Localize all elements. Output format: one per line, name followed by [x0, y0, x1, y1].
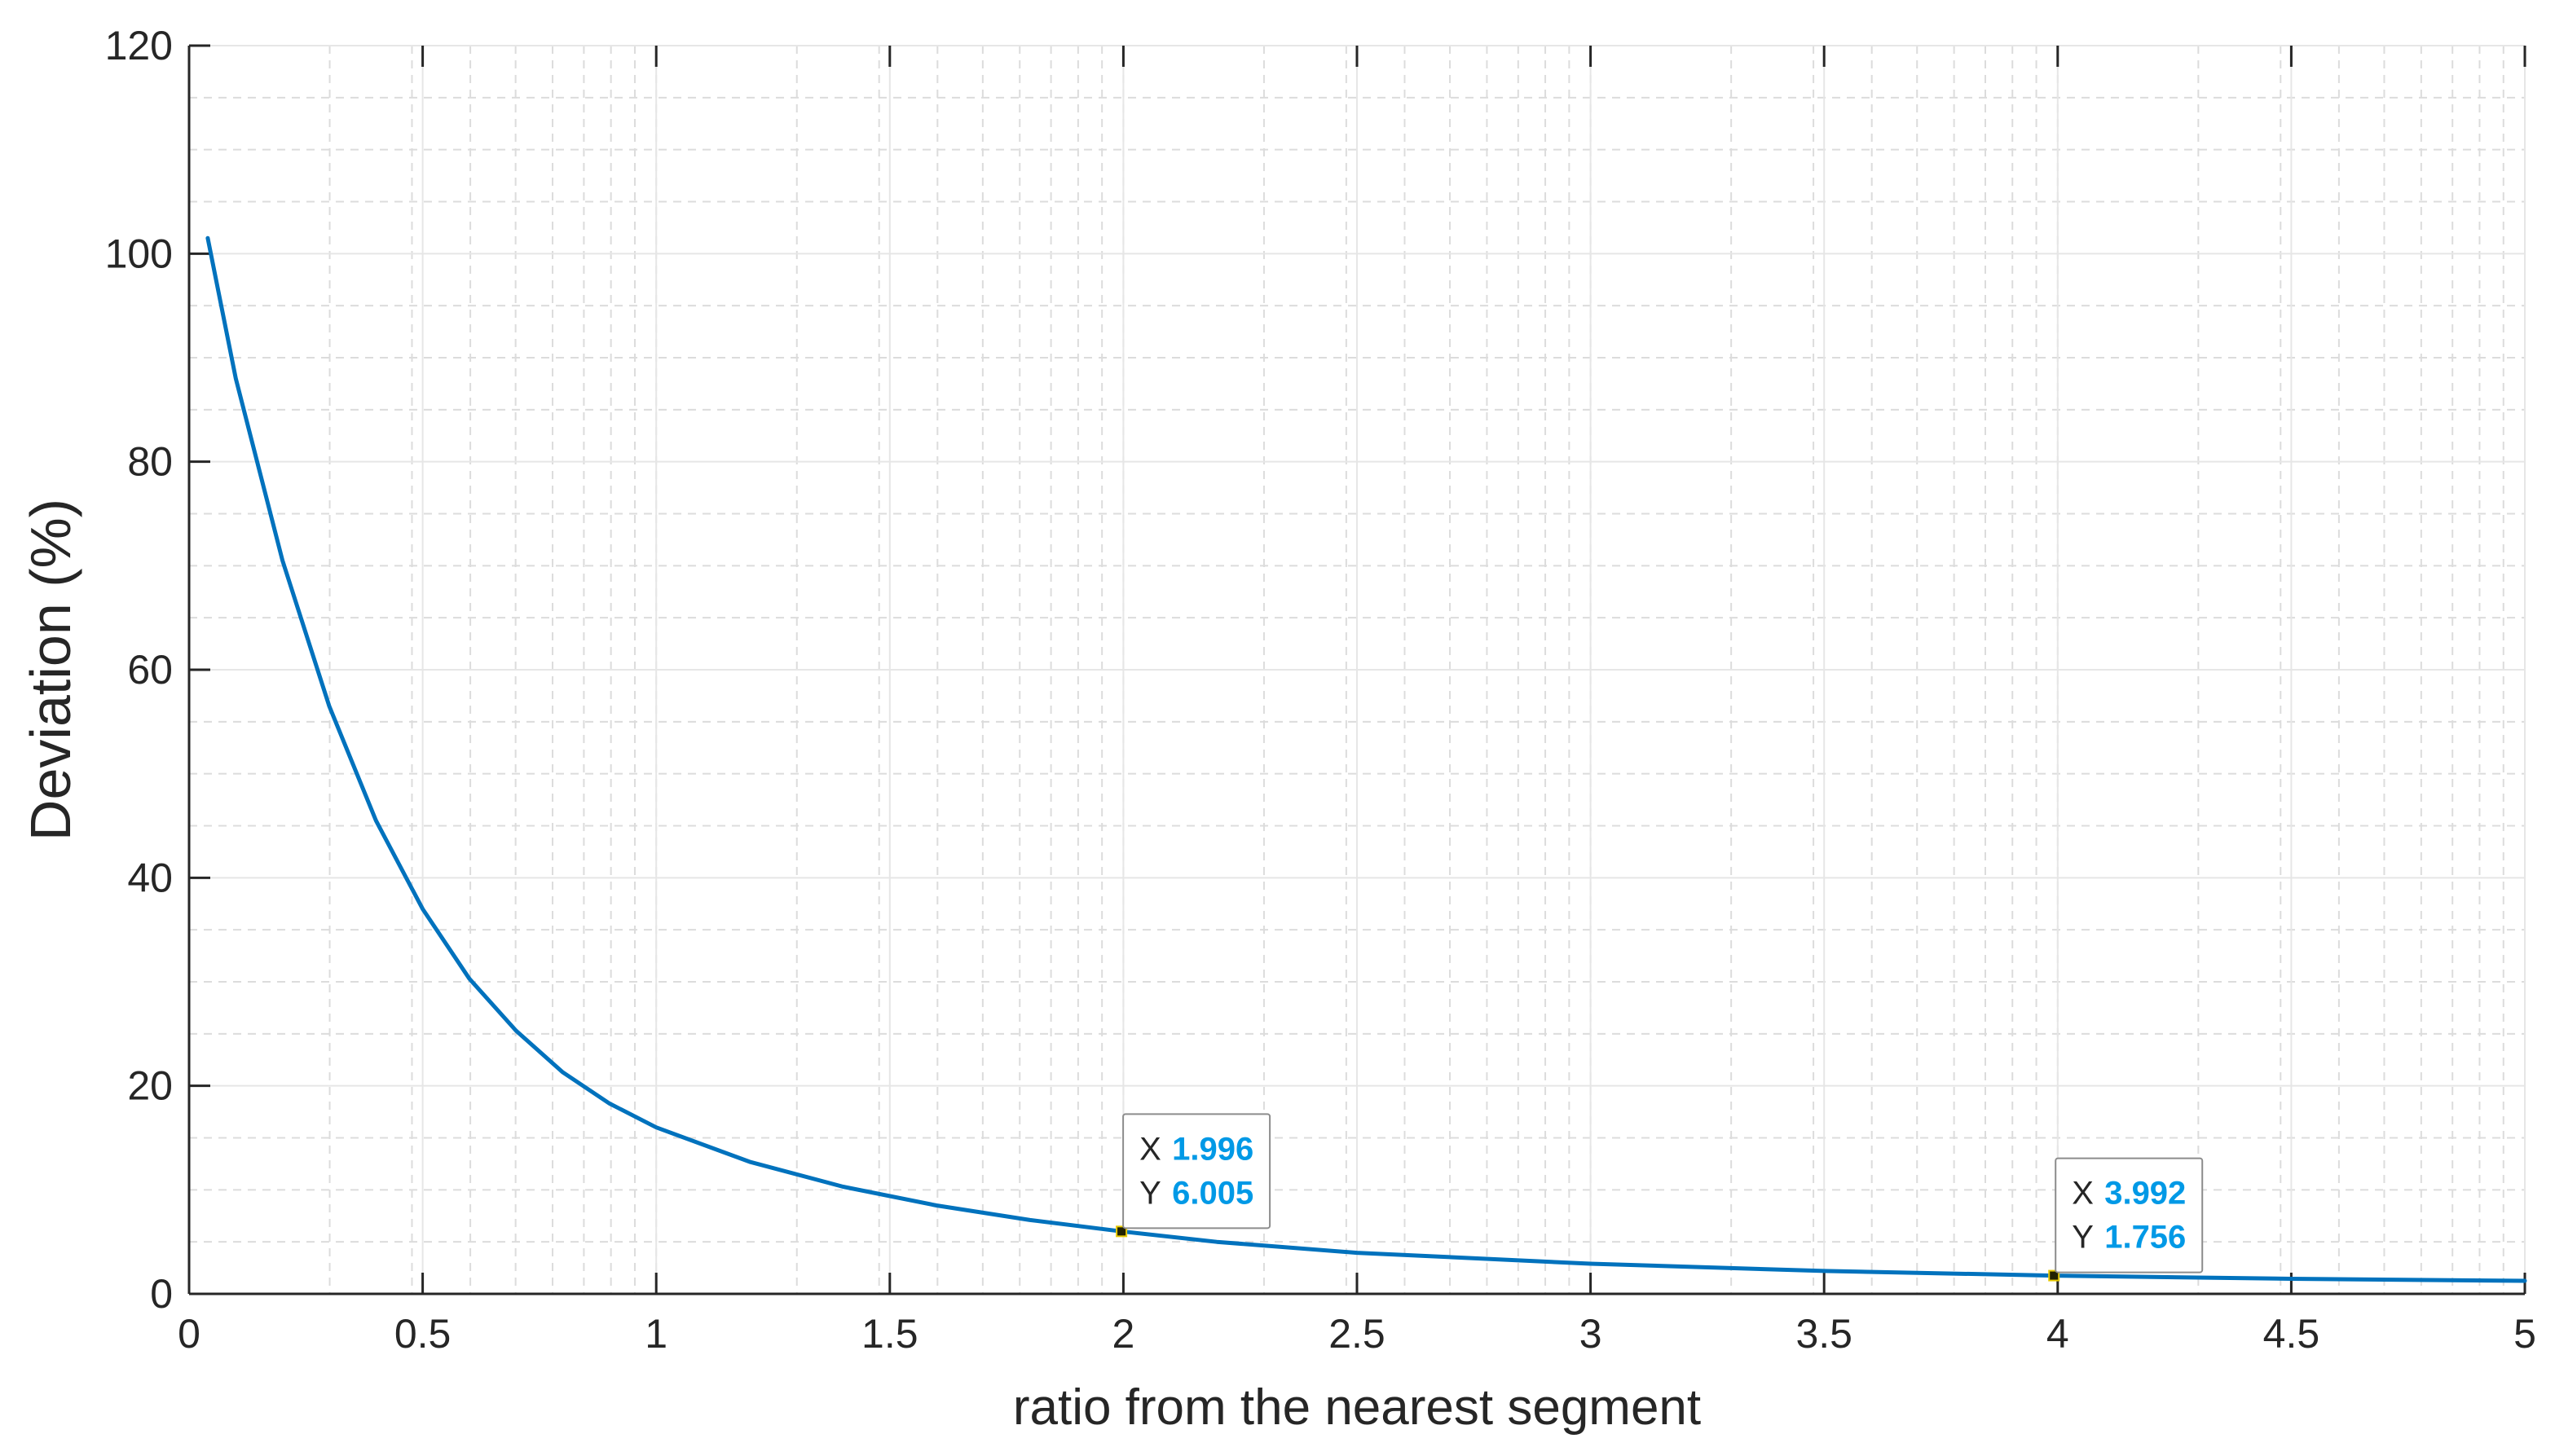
datatip-box — [2055, 1157, 2204, 1273]
y-tick-label: 60 — [127, 647, 173, 693]
x-tick-label: 5 — [2513, 1311, 2536, 1357]
datatip-box — [1122, 1113, 1271, 1229]
y-tick-label: 80 — [127, 439, 173, 485]
x-tick-label: 1 — [645, 1311, 667, 1357]
datatip-y-key: Y — [1139, 1175, 1161, 1211]
x-tick-labels: 0 0.5 1 1.5 2 2.5 3 3.5 4 4.5 5 — [178, 1311, 2536, 1357]
datatip: X 3.992 Y 1.756 — [2048, 1157, 2204, 1282]
axes — [187, 44, 2526, 1295]
x-tick-label: 3 — [1579, 1311, 1602, 1357]
y-tick-label: 120 — [105, 23, 173, 68]
datatip-x-key: X — [1139, 1131, 1161, 1167]
y-tick-label: 100 — [105, 231, 173, 276]
datatip-x-value: 3.992 — [2104, 1176, 2186, 1212]
x-tick-label: 1.5 — [861, 1311, 918, 1357]
x-tick-label: 0 — [178, 1311, 200, 1357]
y-tick-labels: 0 20 40 60 80 100 120 — [105, 23, 173, 1317]
datatip-y-value: 6.005 — [1172, 1175, 1253, 1211]
x-tick-label: 4.5 — [2263, 1311, 2320, 1357]
datatip: X 1.996 Y 6.005 — [1116, 1113, 1271, 1238]
y-tick-label: 20 — [127, 1063, 173, 1109]
x-tick-label: 0.5 — [394, 1311, 452, 1357]
y-tick-label: 0 — [150, 1271, 173, 1317]
y-axis-title: Deviation (%) — [19, 499, 82, 841]
y-tick-label: 40 — [127, 855, 173, 900]
x-tick-label: 2.5 — [1328, 1311, 1385, 1357]
datatip-x-value: 1.996 — [1172, 1131, 1253, 1167]
x-tick-label: 3.5 — [1795, 1311, 1852, 1357]
major-grid — [189, 45, 2526, 1294]
datatip-marker — [2048, 1269, 2060, 1282]
x-tick-label: 4 — [2046, 1311, 2069, 1357]
datatips: X 1.996 Y 6.005 X 3.992 Y 1.756 — [1116, 1113, 2204, 1282]
x-axis-title: ratio from the nearest segment — [1013, 1379, 1701, 1436]
datatip-marker — [1116, 1225, 1128, 1238]
x-tick-label: 2 — [1112, 1311, 1134, 1357]
deviation-curve — [205, 235, 2527, 1283]
datatip-y-key: Y — [2072, 1220, 2094, 1256]
datatip-y-value: 1.756 — [2104, 1220, 2186, 1256]
datatip-x-key: X — [2072, 1176, 2094, 1212]
